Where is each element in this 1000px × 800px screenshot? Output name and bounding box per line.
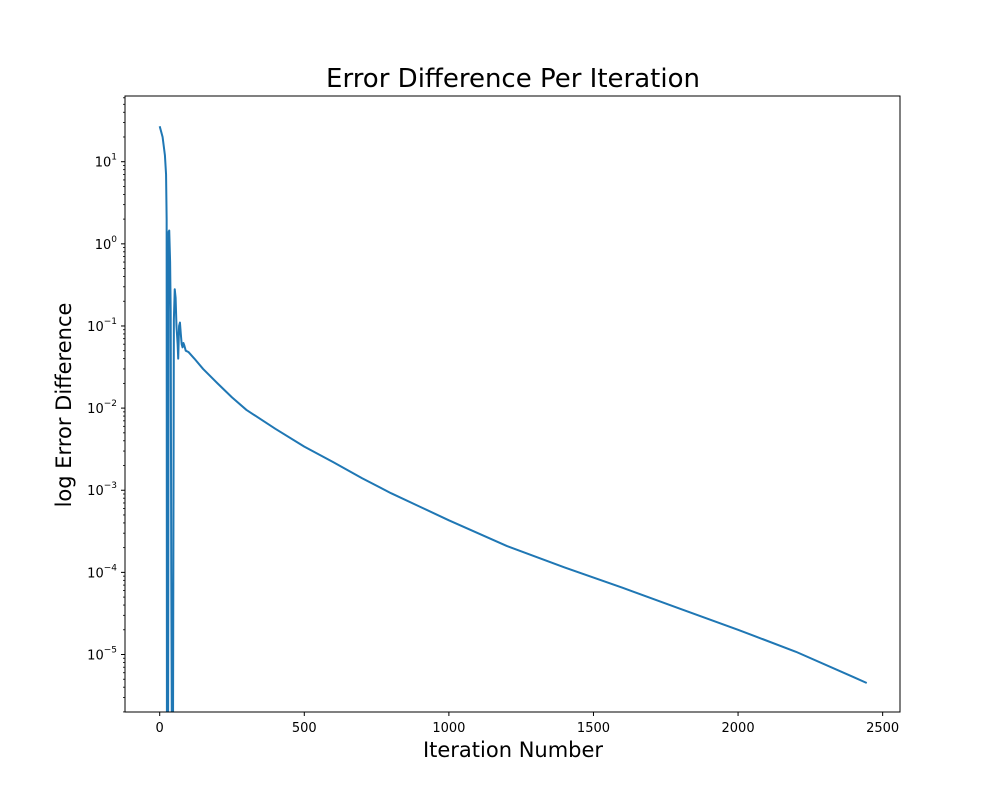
series-line-0	[158, 126, 868, 712]
x-tick-label: 2000	[722, 721, 755, 736]
chart-title: Error Difference Per Iteration	[326, 64, 700, 94]
series-layer	[158, 126, 868, 712]
plot-background	[125, 96, 900, 712]
y-tick-label: 10−3	[87, 481, 117, 499]
x-axis-label: Iteration Number	[423, 738, 603, 762]
y-tick-label: 101	[95, 153, 117, 171]
x-tick-label: 500	[292, 721, 317, 736]
x-tick-label: 0	[156, 721, 164, 736]
x-tick-label: 1500	[577, 721, 610, 736]
x-tick-label: 1000	[432, 721, 465, 736]
y-tick-label: 10−2	[87, 399, 117, 417]
y-tick-label: 10−4	[87, 563, 117, 581]
y-tick-label: 10−1	[87, 317, 117, 335]
y-tick-label: 100	[95, 235, 118, 253]
plot-frame	[124, 95, 901, 713]
x-tick-label: 2500	[866, 721, 899, 736]
y-axis: 101 100 10−1 10−2 10−3 10−4 10−5	[87, 97, 125, 713]
plot-area	[124, 95, 901, 713]
x-axis: 0 500 1000 1500 2000 2500	[156, 712, 899, 736]
y-axis-label: log Error Difference	[52, 303, 76, 508]
y-tick-label: 10−5	[87, 646, 117, 664]
